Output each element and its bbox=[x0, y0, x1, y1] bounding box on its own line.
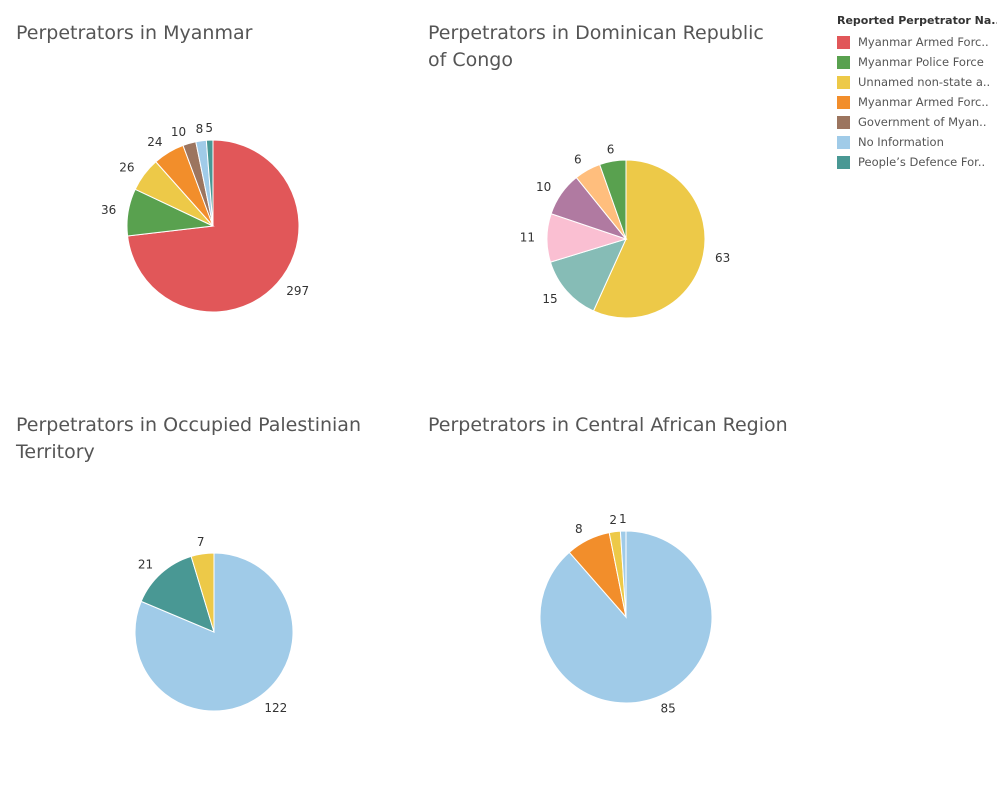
slice-value-label: 122 bbox=[264, 701, 287, 715]
slice-value-label: 11 bbox=[520, 231, 535, 245]
legend-label: Myanmar Armed Forc.. bbox=[858, 35, 989, 49]
pie-slice[interactable] bbox=[205, 139, 214, 227]
legend-item[interactable]: Unnamed non-state a.. bbox=[837, 72, 997, 92]
legend-swatch bbox=[837, 75, 850, 89]
pie-chart-central-african[interactable]: 85 8 2 1 bbox=[520, 510, 730, 720]
legend-item[interactable]: Myanmar Armed Forc.. bbox=[837, 32, 997, 52]
legend-label: Myanmar Armed Forc.. bbox=[858, 95, 989, 109]
legend-item[interactable]: No Information bbox=[837, 132, 997, 152]
pie-chart-myanmar[interactable]: 297 36 26 24 10 8 5 bbox=[100, 100, 330, 340]
slice-value-label: 8 bbox=[575, 522, 583, 536]
slice-value-label: 24 bbox=[147, 135, 162, 149]
legend-label: Government of Myan.. bbox=[858, 115, 987, 129]
pie-slice[interactable] bbox=[140, 555, 215, 633]
slice-value-label: 297 bbox=[286, 284, 309, 298]
legend-swatch bbox=[837, 95, 850, 109]
legend-swatch bbox=[837, 155, 850, 169]
pie-chart-drc[interactable]: 63 15 11 10 6 6 bbox=[520, 130, 730, 330]
legend-title: Reported Perpetrator Na.. bbox=[837, 14, 997, 27]
legend-swatch bbox=[837, 135, 850, 149]
pie-slice[interactable] bbox=[549, 238, 627, 312]
legend-swatch bbox=[837, 35, 850, 49]
legend-swatch bbox=[837, 55, 850, 69]
legend-item[interactable]: Government of Myan.. bbox=[837, 112, 997, 132]
slice-value-label: 15 bbox=[542, 292, 557, 306]
slice-value-label: 8 bbox=[196, 122, 204, 136]
legend-items: Myanmar Armed Forc.. Myanmar Police Force… bbox=[837, 32, 997, 172]
legend-item[interactable]: People’s Defence For.. bbox=[837, 152, 997, 172]
legend-label: Unnamed non-state a.. bbox=[858, 75, 991, 89]
legend-label: No Information bbox=[858, 135, 944, 149]
pie-slice[interactable] bbox=[599, 159, 627, 240]
slice-value-label: 6 bbox=[607, 142, 615, 156]
chart-title-palestine: Perpetrators in Occupied Palestinian Ter… bbox=[16, 414, 361, 463]
slice-value-label: 7 bbox=[197, 535, 205, 549]
legend-swatch bbox=[837, 115, 850, 129]
slice-value-label: 5 bbox=[205, 121, 213, 135]
slice-value-label: 26 bbox=[119, 160, 134, 174]
slice-value-label: 85 bbox=[661, 702, 676, 716]
pie-slice[interactable] bbox=[619, 530, 627, 618]
slice-value-label: 21 bbox=[138, 557, 153, 571]
legend-item[interactable]: Myanmar Police Force bbox=[837, 52, 997, 72]
pie-slice[interactable] bbox=[190, 552, 215, 633]
pie-chart-palestine[interactable]: 122 21 7 bbox=[110, 530, 320, 730]
slice-value-label: 10 bbox=[171, 125, 186, 139]
legend: Reported Perpetrator Na.. Myanmar Armed … bbox=[837, 14, 997, 172]
chart-title-myanmar: Perpetrators in Myanmar bbox=[16, 22, 253, 44]
slice-value-label: 2 bbox=[609, 513, 617, 527]
legend-item[interactable]: Myanmar Armed Forc.. bbox=[837, 92, 997, 112]
legend-label: Myanmar Police Force bbox=[858, 55, 984, 69]
slice-value-label: 1 bbox=[619, 512, 627, 526]
legend-label: People’s Defence For.. bbox=[858, 155, 986, 169]
pie-slice[interactable] bbox=[592, 159, 706, 319]
chart-title-central-african: Perpetrators in Central African Region bbox=[428, 414, 788, 436]
chart-title-drc: Perpetrators in Dominican Republic of Co… bbox=[428, 22, 764, 71]
slice-value-label: 63 bbox=[715, 251, 730, 265]
slice-value-label: 10 bbox=[536, 180, 551, 194]
slice-value-label: 36 bbox=[101, 203, 116, 217]
slice-value-label: 6 bbox=[574, 153, 582, 167]
